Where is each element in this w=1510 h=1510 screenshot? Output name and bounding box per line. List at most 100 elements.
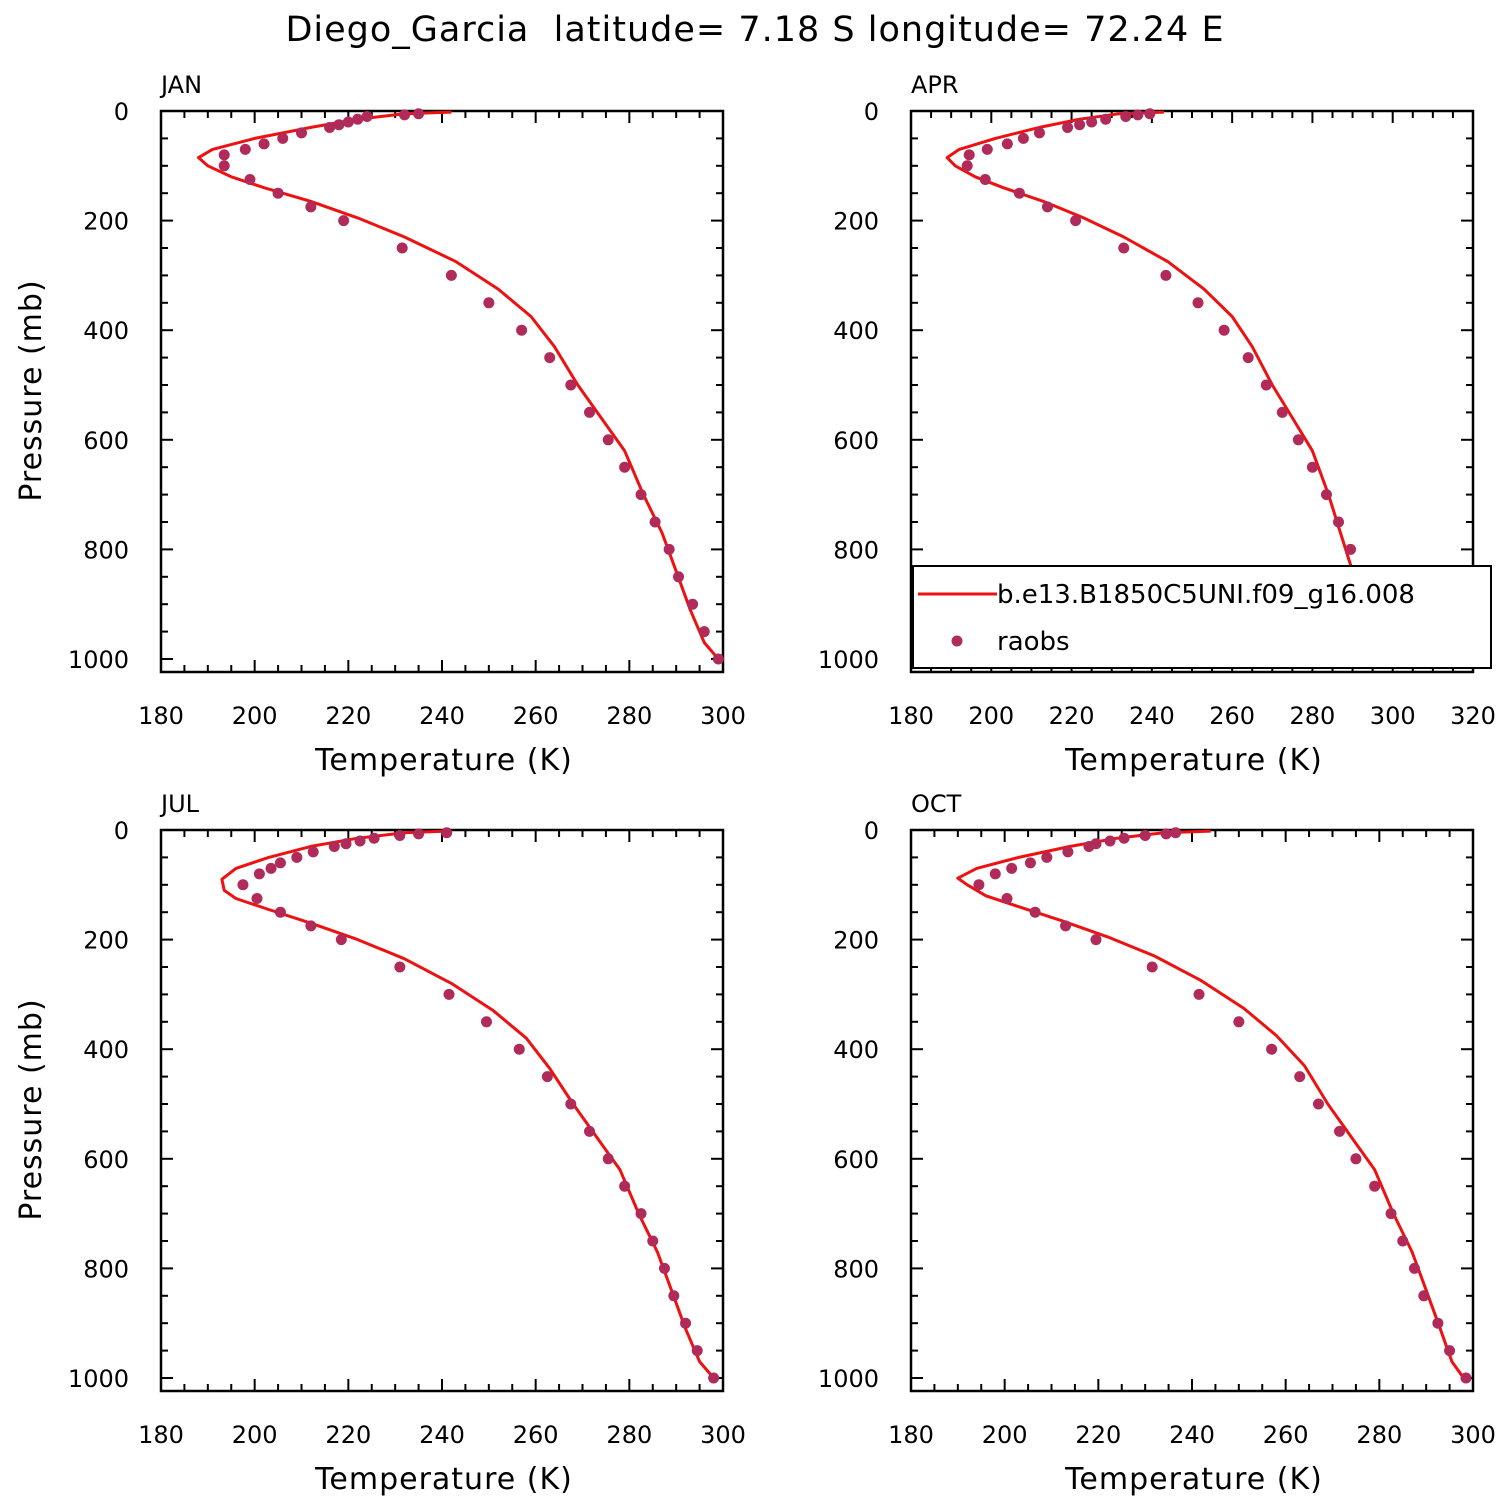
- raobs-point: [1292, 434, 1304, 446]
- x-tick-label: 280: [606, 1421, 652, 1449]
- raobs-point: [335, 934, 347, 946]
- raobs-point: [1104, 835, 1116, 847]
- raobs-point: [1345, 543, 1357, 555]
- y-tick-label: 800: [833, 1255, 879, 1283]
- raobs-point: [1233, 1016, 1245, 1028]
- raobs-point: [1146, 961, 1158, 973]
- raobs-point: [1320, 489, 1332, 501]
- x-tick-label: 240: [1169, 1421, 1215, 1449]
- y-tick-label: 400: [833, 1036, 879, 1064]
- raobs-point: [1333, 516, 1345, 528]
- raobs-point: [663, 543, 675, 555]
- y-tick-label: 400: [83, 1036, 129, 1064]
- raobs-point: [239, 143, 251, 155]
- y-tick-label: 200: [83, 208, 129, 236]
- raobs-point: [1170, 827, 1182, 839]
- raobs-point: [668, 1290, 680, 1302]
- raobs-point: [1418, 1290, 1430, 1302]
- y-tick-label: 200: [833, 208, 879, 236]
- raobs-point: [541, 1071, 553, 1083]
- raobs-point: [1350, 1153, 1362, 1165]
- x-tick-label: 240: [419, 1421, 465, 1449]
- raobs-point: [712, 653, 724, 665]
- raobs-point: [352, 113, 364, 125]
- y-tick-label: 800: [83, 1255, 129, 1283]
- model-profile-line: [956, 829, 1465, 1379]
- raobs-point: [961, 160, 973, 172]
- x-tick-label: 200: [232, 1421, 278, 1449]
- raobs-point: [513, 1043, 525, 1055]
- raobs-point: [1276, 406, 1288, 418]
- raobs-point: [354, 835, 366, 847]
- x-tick-label: 260: [513, 1421, 559, 1449]
- raobs-point: [1144, 108, 1156, 120]
- x-tick-label: 200: [968, 702, 1014, 730]
- raobs-point: [973, 879, 985, 891]
- raobs-point: [483, 297, 495, 309]
- raobs-point: [544, 352, 556, 364]
- raobs-point: [253, 868, 265, 880]
- raobs-point: [274, 906, 286, 918]
- raobs-point: [1192, 297, 1204, 309]
- x-tick-label: 300: [1450, 1421, 1496, 1449]
- panel-apr: 180 200 220 240 260 280 300 320 0 200 400 600 800 100…: [818, 71, 1496, 778]
- y-tick-label: 200: [833, 927, 879, 955]
- y-axis-title: Pressure (mb): [14, 998, 49, 1220]
- y-tick-label: 1000: [818, 1365, 879, 1393]
- raobs-point: [565, 379, 577, 391]
- raobs-point: [1397, 1235, 1409, 1247]
- raobs-point: [1001, 138, 1013, 150]
- raobs-point: [649, 516, 661, 528]
- raobs-point: [296, 127, 307, 139]
- raobs-point: [413, 828, 425, 840]
- x-axis-title: Temperature (K): [314, 743, 573, 778]
- raobs-point: [619, 461, 631, 473]
- raobs-point: [307, 846, 319, 858]
- raobs-point: [1090, 934, 1102, 946]
- x-tick-label: 260: [1263, 1421, 1309, 1449]
- raobs-point: [687, 598, 699, 610]
- raobs-point: [635, 489, 647, 501]
- raobs-point: [244, 174, 256, 185]
- raobs-point: [698, 626, 710, 638]
- raobs-point: [1139, 829, 1151, 841]
- x-tick-label: 200: [232, 702, 278, 730]
- model-profile-line: [197, 110, 720, 660]
- raobs-point: [979, 174, 991, 185]
- raobs-point: [1193, 988, 1205, 1000]
- panel-jul: 180 200 220 240 260 280 300 0 200 400 600 800 1000 JU…: [14, 790, 746, 1497]
- raobs-point: [1132, 109, 1144, 121]
- raobs-point: [1218, 324, 1230, 336]
- x-tick-label: 300: [700, 1421, 746, 1449]
- raobs-point: [1041, 851, 1053, 863]
- raobs-point: [441, 827, 453, 839]
- y-tick-label: 1000: [68, 1365, 129, 1393]
- y-tick-label: 0: [864, 98, 879, 126]
- x-tick-label: 180: [138, 1421, 184, 1449]
- raobs-point: [1074, 119, 1086, 131]
- x-tick-label: 280: [1356, 1421, 1402, 1449]
- panel-label: OCT: [911, 790, 962, 818]
- plot-frame: [159, 828, 725, 1393]
- raobs-point: [1017, 132, 1029, 144]
- raobs-point: [1070, 215, 1082, 227]
- x-tick-label: 180: [138, 702, 184, 730]
- raobs-point: [1118, 242, 1130, 254]
- panel-jan: 180 200 220 240 260 280 300 0 200 400 600 800 1000 JA…: [14, 71, 746, 778]
- raobs-point: [291, 851, 303, 863]
- raobs-point: [1006, 862, 1018, 874]
- x-tick-label: 220: [325, 702, 371, 730]
- raobs-point: [1160, 828, 1172, 840]
- raobs-point: [258, 138, 270, 150]
- x-tick-label: 300: [700, 702, 746, 730]
- y-tick-label: 0: [114, 817, 129, 845]
- raobs-point: [602, 434, 614, 446]
- raobs-point: [635, 1208, 647, 1220]
- raobs-point: [333, 119, 345, 131]
- plot-frame: [909, 828, 1475, 1393]
- raobs-point: [1120, 110, 1132, 122]
- raobs-point: [691, 1345, 703, 1357]
- raobs-point: [328, 840, 340, 852]
